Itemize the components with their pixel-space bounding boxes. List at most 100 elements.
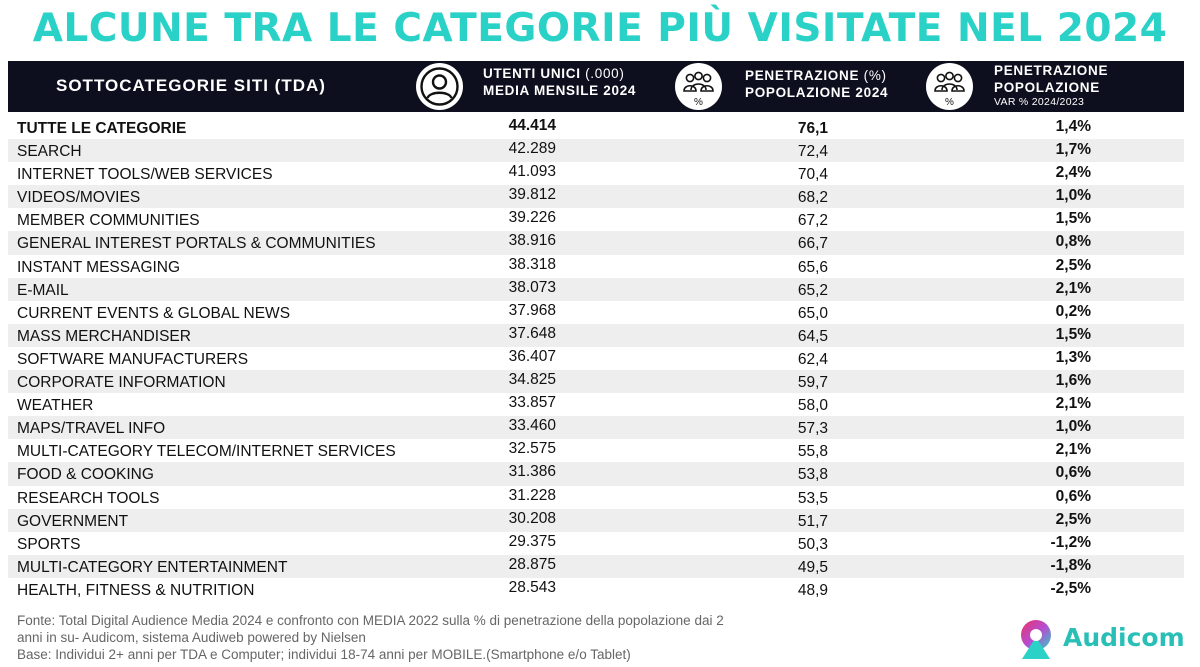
users-cell: 31.228 (508, 486, 556, 504)
svg-text:%: % (945, 97, 954, 108)
users-cell: 37.648 (508, 324, 556, 342)
variation-cell: -2,5% (1050, 579, 1092, 597)
users-cell: 31.386 (508, 463, 556, 481)
penetration-cell: 66,7 (797, 235, 828, 253)
variation-cell: 2,1% (1055, 441, 1091, 459)
category-cell: VIDEOS/MOVIES (17, 189, 141, 207)
source-note: Fonte: Total Digital Audience Media 2024… (17, 613, 724, 662)
variation-cell: 1,6% (1055, 372, 1091, 390)
category-cell: GOVERNMENT (17, 512, 129, 530)
category-cell: GENERAL INTEREST PORTALS & COMMUNITIES (17, 235, 376, 253)
penetration-cell: 51,7 (797, 512, 828, 530)
table-row: FOOD & COOKING 31.386 53,8 0,6% (8, 462, 1184, 486)
category-cell: RESEARCH TOOLS (17, 489, 160, 507)
category-cell: FOOD & COOKING (17, 466, 154, 484)
table-row: CURRENT EVENTS & GLOBAL NEWS 37.968 65,0 0,… (8, 301, 1184, 324)
penetration-cell: 49,5 (797, 558, 828, 576)
penetration-cell: 50,3 (797, 535, 828, 553)
table-row: SPORTS 29.375 50,3 -1,2% (8, 532, 1184, 555)
table-row: TUTTE LE CATEGORIE 44.414 76,1 1,4% (8, 116, 1184, 139)
category-cell: MULTI-CATEGORY ENTERTAINMENT (17, 558, 288, 576)
penetration-cell: 68,2 (797, 189, 828, 207)
table-row: INTERNET TOOLS/WEB SERVICES 41.093 70,4 2,4… (8, 162, 1184, 185)
table-row: GENERAL INTEREST PORTALS & COMMUNITIES 38… (8, 231, 1184, 255)
table-row: MAPS/TRAVEL INFO 33.460 57,3 1,0% (8, 416, 1184, 440)
variation-cell: 1,0% (1055, 418, 1091, 436)
users-cell: 28.543 (508, 578, 556, 596)
users-cell: 41.093 (508, 163, 556, 181)
penetration-cell: 53,5 (797, 489, 828, 507)
penetration-cell: 57,3 (797, 420, 828, 438)
category-cell: MASS MERCHANDISER (17, 327, 191, 345)
penetration-cell: 53,8 (797, 466, 828, 484)
variation-cell: 2,1% (1055, 279, 1091, 297)
header-penetration: PENETRAZIONE (%) POPOLAZIONE 2024 (745, 68, 889, 100)
category-cell: MEMBER COMMUNITIES (17, 212, 200, 230)
users-cell: 44.414 (508, 117, 556, 134)
variation-cell: 1,7% (1055, 141, 1091, 159)
penetration-cell: 70,4 (797, 166, 828, 184)
users-cell: 30.208 (508, 509, 556, 527)
variation-cell: 0,6% (1055, 487, 1091, 505)
category-cell: HEALTH, FITNESS & NUTRITION (17, 581, 255, 599)
variation-cell: 1,5% (1055, 325, 1091, 343)
variation-cell: 0,6% (1055, 464, 1091, 482)
category-cell: SEARCH (17, 143, 82, 161)
table-row: MULTI-CATEGORY TELECOM/INTERNET SERVICES… (8, 439, 1184, 462)
audicom-brand: Audicom (1063, 623, 1185, 652)
category-cell: SPORTS (17, 535, 81, 553)
table-row: SOFTWARE MANUFACTURERS 36.407 62,4 1,3% (8, 347, 1184, 370)
variation-cell: 1,0% (1055, 187, 1091, 205)
penetration-cell: 48,9 (797, 581, 828, 599)
users-cell: 33.857 (508, 394, 556, 412)
table-row: HEALTH, FITNESS & NUTRITION 28.543 48,9 -2,… (8, 578, 1184, 601)
svg-text:%: % (694, 97, 703, 108)
table-row: CORPORATE INFORMATION 34.825 59,7 1,6% (8, 370, 1184, 394)
variation-cell: 0,2% (1055, 302, 1091, 320)
variation-cell: 2,5% (1055, 510, 1091, 528)
table-row: MASS MERCHANDISER 37.648 64,5 1,5% (8, 323, 1184, 347)
penetration-cell: 65,2 (797, 281, 828, 299)
penetration-cell: 58,0 (797, 397, 828, 415)
variation-cell: 1,4% (1055, 118, 1091, 135)
table-row: WEATHER 33.857 58,0 2,1% (8, 393, 1184, 416)
category-cell: WEATHER (17, 397, 94, 415)
category-cell: SOFTWARE MANUFACTURERS (17, 350, 249, 368)
users-cell: 39.812 (508, 186, 556, 204)
category-cell: TUTTE LE CATEGORIE (17, 120, 187, 137)
penetration-cell: 64,5 (797, 327, 828, 345)
category-cell: INSTANT MESSAGING (17, 258, 181, 276)
header-penetration-var: PENETRAZIONE POPOLAZIONE VAR % 2024/2023 (994, 63, 1109, 108)
table-row: E-MAIL 38.073 65,2 2,1% (8, 277, 1184, 301)
penetration-cell: 67,2 (797, 212, 828, 230)
category-cell: MAPS/TRAVEL INFO (17, 420, 166, 438)
users-cell: 29.375 (508, 532, 556, 550)
variation-cell: 2,4% (1055, 164, 1091, 182)
audicom-logo-icon (1021, 620, 1051, 659)
category-cell: CURRENT EVENTS & GLOBAL NEWS (17, 304, 291, 322)
page-title: ALCUNE TRA LE CATEGORIE PIÙ VISITATE NEL… (32, 6, 1168, 51)
variation-cell: 2,5% (1055, 256, 1091, 274)
users-cell: 28.875 (508, 555, 556, 573)
users-cell: 38.073 (508, 278, 556, 296)
variation-cell: -1,2% (1050, 533, 1092, 551)
penetration-cell: 59,7 (797, 374, 828, 392)
table-row: RESEARCH TOOLS 31.228 53,5 0,6% (8, 486, 1184, 509)
users-cell: 34.825 (508, 371, 556, 389)
penetration-cell: 76,1 (797, 120, 828, 137)
variation-cell: 1,3% (1055, 348, 1091, 366)
penetration-cell: 72,4 (797, 143, 828, 161)
table-row: MEMBER COMMUNITIES 39.226 67,2 1,5% (8, 208, 1184, 231)
variation-cell: -1,8% (1050, 556, 1092, 574)
users-cell: 32.575 (508, 440, 556, 458)
users-cell: 37.968 (508, 301, 556, 319)
penetration-cell: 65,6 (797, 258, 828, 276)
users-cell: 42.289 (508, 140, 556, 158)
variation-cell: 1,5% (1055, 210, 1091, 228)
category-cell: MULTI-CATEGORY TELECOM/INTERNET SERVICES (17, 443, 396, 461)
variation-cell: 0,8% (1055, 233, 1091, 251)
users-cell: 38.318 (508, 255, 556, 273)
users-cell: 36.407 (508, 347, 556, 365)
user-circle-icon (416, 63, 463, 110)
users-cell: 39.226 (508, 209, 556, 227)
